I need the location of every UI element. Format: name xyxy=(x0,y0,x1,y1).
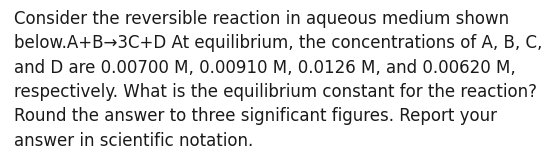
Text: Consider the reversible reaction in aqueous medium shown
below.A+B→3C+D At equil: Consider the reversible reaction in aque… xyxy=(14,10,542,149)
